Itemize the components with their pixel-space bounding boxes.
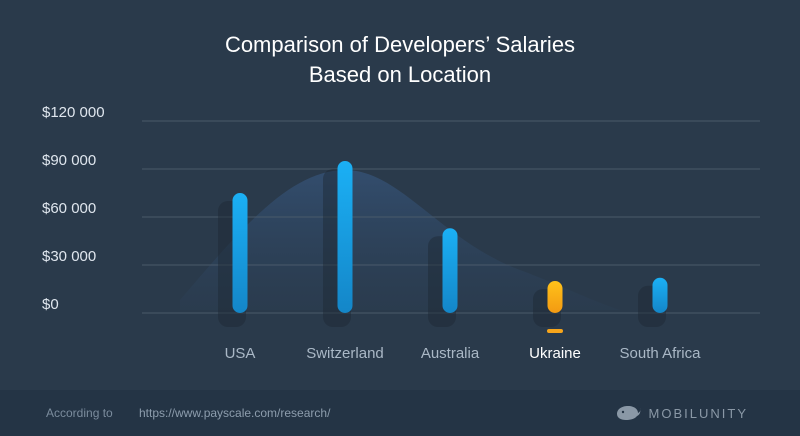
whale-icon: [616, 406, 640, 420]
source-url[interactable]: https://www.payscale.com/research/: [139, 406, 331, 420]
x-tick-label: South Africa: [620, 345, 702, 362]
y-tick-label: $120 000: [42, 104, 105, 121]
chart-title-line1: Comparison of Developers’ Salaries: [225, 32, 575, 57]
background-wave: [180, 170, 620, 310]
bar-switzerland: [337, 161, 353, 313]
chart-title-line2: Based on Location: [309, 62, 491, 87]
bar-ukraine: [547, 281, 563, 313]
brand-name: MOBILUNITY: [648, 405, 748, 421]
y-tick-label: $90 000: [42, 152, 96, 169]
y-tick-label: $60 000: [42, 200, 96, 217]
x-tick-label: Ukraine: [529, 345, 581, 362]
x-tick-label: USA: [225, 345, 256, 362]
brand-logo: MOBILUNITY: [615, 404, 748, 422]
footer: According to https://www.payscale.com/re…: [0, 390, 800, 436]
bar-south-africa: [652, 277, 668, 313]
chart: Comparison of Developers’ Salaries Based…: [42, 32, 760, 362]
highlight-marker: [547, 329, 563, 333]
x-tick-label: Australia: [421, 345, 480, 362]
x-tick-label: Switzerland: [306, 345, 384, 362]
y-tick-label: $30 000: [42, 248, 96, 265]
bar-usa: [232, 193, 248, 313]
bar-australia: [442, 228, 458, 313]
source-label: According to: [46, 406, 113, 420]
y-tick-label: $0: [42, 296, 59, 313]
